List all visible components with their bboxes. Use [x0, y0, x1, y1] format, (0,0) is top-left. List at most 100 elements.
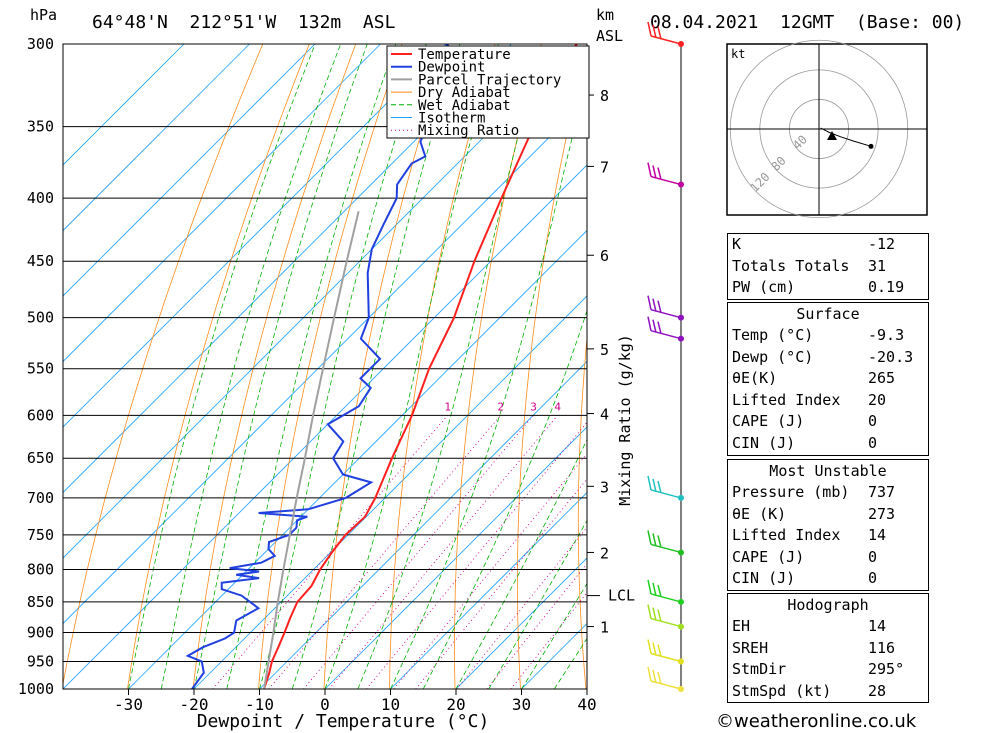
index-value: -9.3 [868, 326, 905, 344]
wind-barb [647, 21, 682, 45]
index-label: Dewp (°C) [732, 347, 814, 366]
dry-adiabat-line [192, 44, 357, 689]
mixing-ratio-line [303, 415, 534, 689]
panel-section-title: Hodograph [787, 596, 869, 614]
legend-entry: Dry Adiabat [418, 85, 511, 101]
isotherm-line [63, 44, 578, 559]
index-value: 20 [868, 390, 887, 409]
x-tick-label: -20 [180, 695, 209, 714]
panel-section-title: Surface [796, 305, 860, 323]
mixing-ratio-tick-label: 3 [530, 400, 537, 413]
index-value: 0 [868, 547, 878, 566]
index-row: SREH 116 [728, 638, 928, 660]
hodograph-trace [820, 127, 872, 147]
isotherm-line [324, 426, 587, 689]
index-value: 0 [868, 412, 878, 431]
index-row: EH 14 [728, 616, 928, 638]
legend-entry: Isotherm [418, 111, 485, 127]
km-tick-label: 3 [600, 478, 609, 496]
mixing-ratio-line [212, 415, 449, 689]
isotherm-line [63, 44, 316, 297]
index-label: K [732, 235, 742, 253]
index-label: SREH [732, 638, 769, 657]
index-row: Lifted Index 20 [728, 390, 928, 412]
dry-adiabat-line [389, 44, 496, 689]
index-value: 0 [868, 433, 878, 452]
isotherm-line [455, 557, 587, 689]
plot-frame [62, 43, 588, 690]
asl-unit-label: ASL [596, 27, 624, 45]
index-label: Lifted Index [732, 526, 841, 545]
mixing-ratio-line [456, 526, 587, 689]
parcel-trajectory-line [263, 211, 360, 689]
wind-barb [647, 316, 682, 340]
index-row: Temp (°C) -9.3 [728, 325, 928, 347]
km-tick-label: 5 [600, 341, 609, 359]
index-value: 295° [868, 660, 905, 679]
wind-barb [647, 639, 682, 663]
isotherm-line [63, 44, 447, 428]
profiles [185, 44, 578, 689]
index-label: CAPE (J) [732, 547, 805, 566]
index-row: θE (K) 273 [728, 504, 928, 526]
km-tick-label: 1 [600, 619, 609, 637]
legend-box [386, 45, 590, 139]
index-row: CIN (J) 0 [728, 568, 928, 590]
legend-entry: Parcel Trajectory [418, 72, 561, 88]
pressure-tick-label: 750 [27, 526, 54, 544]
mixing-ratio-line [366, 421, 587, 689]
legend-entry: Dewpoint [418, 60, 485, 76]
hodograph-indices-panel: Hodograph EH 14 SREH 116 StmDir 295° StmSpd (kt… [727, 593, 929, 704]
mixing-ratio-tick-label: 4 [554, 400, 561, 413]
isotherm-line [63, 98, 587, 625]
mixing-ratio-tick-label: 1 [444, 400, 451, 413]
hodograph-end-dot [868, 143, 874, 149]
index-row: StmDir 295° [728, 659, 928, 681]
index-label: Pressure (mb) [732, 483, 850, 501]
pressure-tick-label: 300 [27, 35, 54, 53]
location-title: 64°48'N 212°51'W 132m ASL [92, 12, 396, 33]
pressure-tick-label: 450 [27, 252, 54, 270]
dry-adiabat-line [637, 44, 681, 689]
index-row: CAPE (J) 0 [728, 547, 928, 569]
index-value: 265 [868, 369, 896, 388]
wind-barb [647, 530, 682, 554]
index-value: 116 [868, 638, 896, 657]
mixing-ratio-line [328, 415, 558, 689]
index-row: StmSpd (kt) 28 [728, 681, 928, 703]
pressure-tick-label: 650 [27, 449, 54, 467]
index-value: 273 [868, 504, 896, 523]
legend-entry: Mixing Ratio [418, 123, 519, 139]
index-value: 31 [868, 256, 887, 275]
mixing-ratio-axis-label: Mixing Ratio (g/kg) [616, 334, 634, 506]
isotherm-line [63, 44, 185, 166]
index-row: K -12 [728, 234, 928, 256]
index-label: CIN (J) [732, 433, 796, 452]
wet-adiabat-line [455, 438, 587, 689]
index-label: θE (K) [732, 504, 787, 523]
x-tick-label: -30 [114, 695, 143, 714]
isotherm-line [63, 44, 512, 494]
wind-barb [647, 666, 682, 690]
surface-panel: Surface Temp (°C) -9.3 Dewp (°C) -20.3 θE(K) 2… [727, 302, 929, 456]
most-unstable-panel: Most Unstable Pressure (mb) 737 θE (K) 273 Li… [727, 459, 929, 591]
legend-entry: Wet Adiabat [418, 98, 511, 114]
index-row: PW (cm) 0.19 [728, 277, 928, 299]
isobars [63, 43, 587, 690]
index-value: 14 [868, 526, 887, 545]
km-tick-label: 6 [600, 247, 609, 265]
temperature-line [263, 44, 578, 689]
isotherm-line [63, 164, 587, 689]
wet-adiabat-line [291, 44, 461, 689]
wind-barb [647, 579, 682, 603]
pressure-unit-label: hPa [30, 6, 58, 24]
index-value: 28 [868, 681, 887, 700]
wind-barb [647, 475, 682, 499]
index-label: PW (cm) [732, 278, 796, 297]
mixing-ratio-line [393, 453, 587, 689]
pressure-tick-label: 1000 [18, 680, 54, 698]
index-value: 14 [868, 617, 887, 635]
index-value: 737 [868, 483, 896, 501]
